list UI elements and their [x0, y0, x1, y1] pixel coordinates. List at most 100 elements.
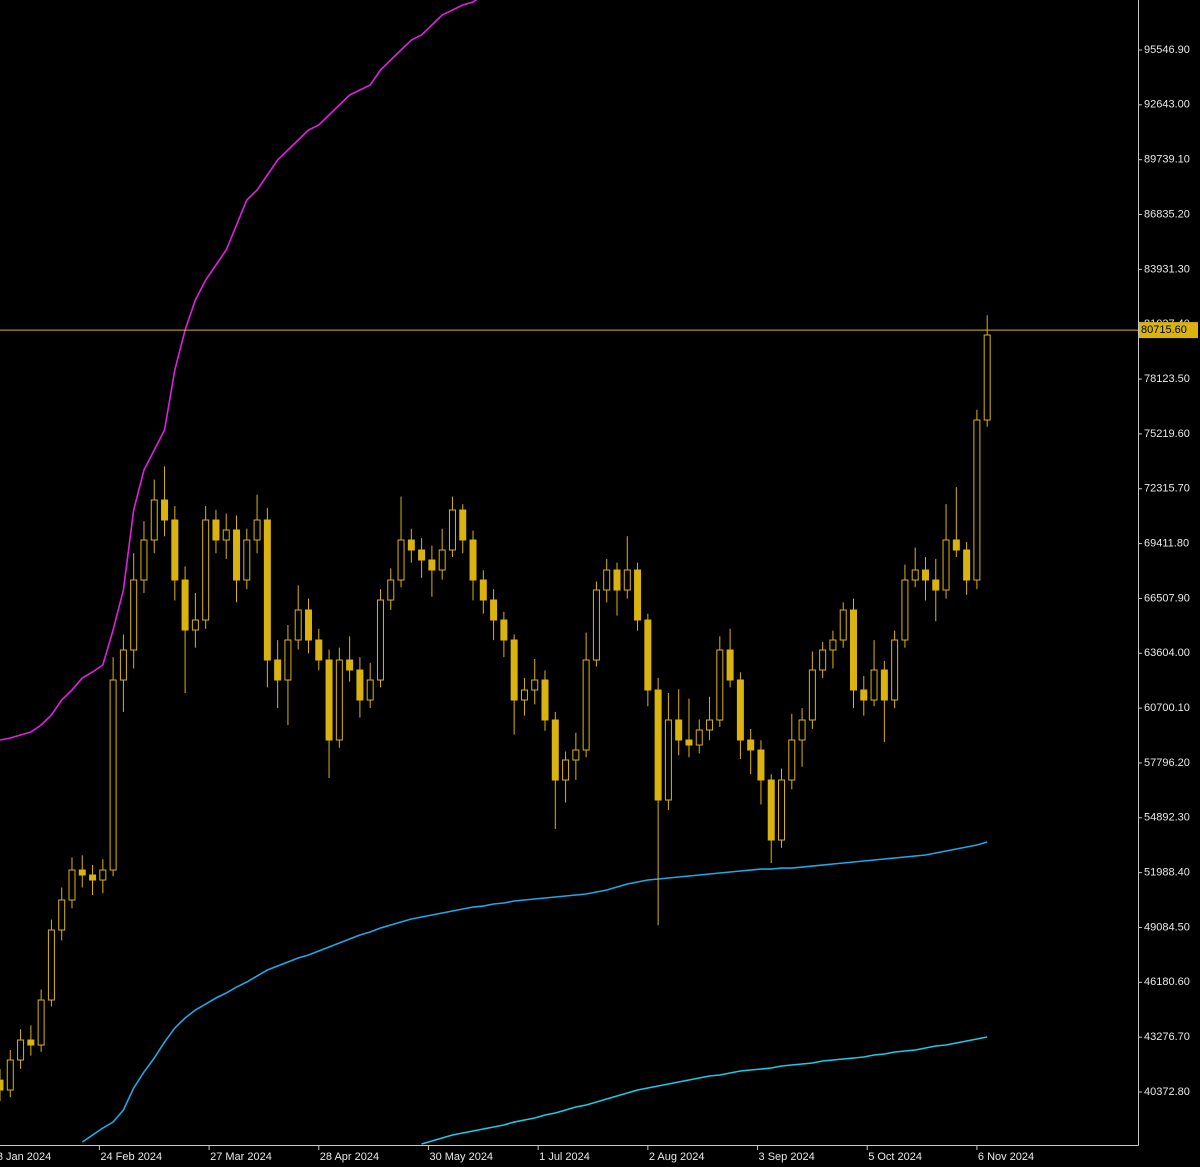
candle-body [860, 689, 868, 701]
x-tick-label: 6 Nov 2024 [978, 1151, 1034, 1163]
candle-body [397, 539, 405, 581]
candle-body [448, 509, 456, 551]
candle-body [284, 639, 292, 681]
candle-body [808, 669, 816, 721]
candle-body [376, 599, 384, 681]
candle-body [798, 719, 806, 741]
candle-body [767, 779, 775, 841]
candle-body [901, 579, 909, 641]
candle-body [829, 639, 837, 651]
candle-body [973, 419, 981, 581]
x-tick-label: 5 Oct 2024 [868, 1151, 922, 1163]
candle-body [243, 539, 251, 581]
candle-body [921, 569, 929, 581]
candle-body [592, 589, 600, 661]
candle-body [366, 679, 374, 701]
y-tick-label: 51988.40 [1144, 867, 1190, 879]
candle-body [459, 509, 467, 541]
y-tick-label: 60700.10 [1144, 702, 1190, 714]
price-label: 80715.60 [1141, 324, 1187, 336]
candle-body [551, 719, 559, 781]
candle-body [130, 579, 138, 651]
y-tick-label: 75219.60 [1144, 428, 1190, 440]
candle-body [850, 609, 857, 691]
candle-body [479, 579, 487, 601]
candle-body [356, 669, 364, 701]
candle-body [880, 669, 888, 701]
candle-body [932, 579, 940, 591]
candle-body [675, 719, 683, 741]
candle-body [346, 659, 354, 671]
candle-body [438, 549, 446, 571]
candle-body [778, 779, 786, 841]
candle-body [387, 579, 395, 601]
candle-body [150, 499, 158, 541]
candle-body [726, 649, 734, 681]
candle-body [304, 609, 312, 641]
y-tick-label: 46180.60 [1144, 976, 1190, 988]
candle-body [233, 529, 241, 581]
candle-body [119, 649, 127, 681]
candle-body [78, 869, 86, 876]
y-tick-label: 63604.00 [1144, 647, 1190, 659]
y-tick-label: 86835.20 [1144, 208, 1190, 220]
y-tick-label: 72315.70 [1144, 483, 1190, 495]
candle-body [500, 619, 508, 641]
candle-body [572, 749, 580, 761]
candle-body [109, 679, 117, 871]
candle-body [27, 1039, 35, 1046]
candle-body [695, 729, 703, 746]
candle-body [335, 659, 343, 741]
y-tick-label: 43276.70 [1144, 1031, 1190, 1043]
candle-body [510, 639, 518, 701]
candle-body [870, 669, 878, 701]
candle-body [263, 519, 271, 661]
candle-body [58, 899, 66, 931]
plot-area [0, 0, 1138, 1145]
y-tick-label: 69411.80 [1144, 537, 1189, 549]
candle-body [490, 599, 498, 621]
candle-body [212, 519, 220, 541]
price-label-box [1139, 322, 1198, 339]
y-tick-label: 57796.20 [1144, 757, 1190, 769]
candle-body [171, 519, 179, 581]
candle-body [315, 639, 323, 661]
band-line [81, 841, 988, 1143]
candle-body [623, 569, 631, 591]
candle-body [202, 519, 210, 621]
candle-body [736, 679, 744, 741]
candle-body [706, 719, 714, 731]
candle-body [562, 759, 570, 781]
candle-body [191, 619, 199, 631]
candle-body [274, 659, 282, 681]
y-tick-label: 66507.90 [1144, 592, 1190, 604]
band-line [0, 0, 478, 741]
candle-body [582, 659, 590, 751]
candle-body [952, 539, 960, 551]
candle-body [418, 549, 426, 561]
candle-body [68, 869, 76, 901]
x-tick-label: 24 Feb 2024 [100, 1151, 162, 1163]
candle-body [911, 569, 919, 581]
y-tick-label: 95546.90 [1144, 44, 1190, 56]
candle-body [6, 1059, 14, 1091]
candle-body [17, 1039, 25, 1061]
candle-body [37, 999, 45, 1046]
candle-body [222, 529, 230, 541]
y-tick-label: 54892.30 [1144, 812, 1190, 824]
y-tick-label: 49084.50 [1144, 921, 1190, 933]
candle-body [788, 739, 796, 781]
candle-body [161, 499, 169, 521]
candle-body [0, 1079, 4, 1091]
x-tick-label: 23 Jan 2024 [0, 1151, 51, 1163]
band-line [421, 1036, 988, 1145]
candle-body [685, 739, 693, 746]
candle-body [716, 649, 724, 721]
candle-body [644, 619, 652, 691]
candle-body [839, 609, 847, 641]
candle-body [634, 569, 642, 621]
candle-body [325, 659, 333, 741]
